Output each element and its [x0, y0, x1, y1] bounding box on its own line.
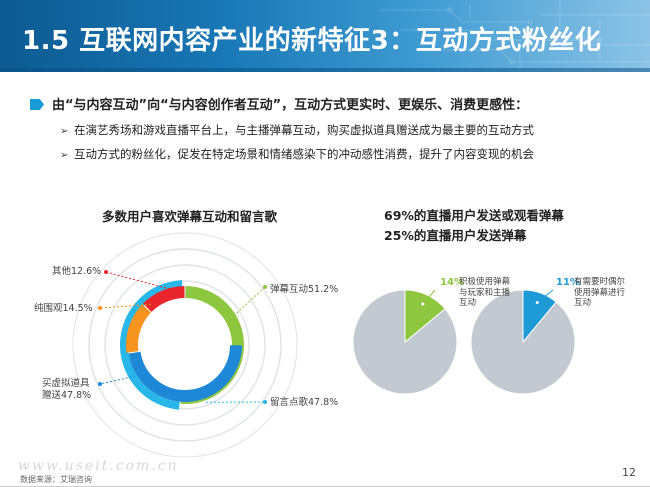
pie-chart-1-title: 69%的直播用户发送或观看弹幕	[384, 208, 564, 223]
bullet-text: 在演艺秀场和游戏直播平台上，与主播弹幕互动，购买虚拟道具赠送成为最主要的互动方式	[74, 123, 534, 137]
pie2-value-label: 11%	[556, 277, 580, 288]
pie-charts	[352, 289, 576, 395]
pie2-annotation: 有需要时偶尔 使用弹幕进行 互动	[574, 277, 626, 308]
data-source: 数据来源：艾瑞咨询	[20, 475, 92, 484]
leader-gift	[99, 373, 144, 385]
leader-gift-dot	[98, 382, 102, 386]
donut-label-watch: 纯围观14.5%	[34, 303, 93, 314]
leader-other	[105, 271, 182, 293]
pie-chart-1-leader-dot	[420, 301, 426, 307]
donut-label-gift-line2: 赠送47.8%	[42, 390, 92, 401]
donut-segment-song	[120, 280, 183, 410]
background-ring	[72, 232, 298, 458]
pie-chart-2-leader-dot	[534, 299, 540, 305]
bullet-text: 互动方式的粉丝化，促发在特定场景和情绪感染下的冲动感性消费，提升了内容变现的机会	[74, 147, 534, 161]
donut-label-other: 其他12.6%	[52, 266, 102, 277]
headline-text: 由“与内容互动”向“与内容创作者互动”，互动方式更实时、更娱乐、消费更感性：	[52, 98, 529, 113]
bullet-arrow-icon: ➢	[60, 126, 69, 137]
pie-chart-1-slice-highlight	[404, 289, 446, 344]
donut-segment-watch	[126, 304, 152, 353]
background-ring	[88, 248, 282, 442]
pie-chart-2	[470, 289, 576, 395]
bullet-list: ➢ 在演艺秀场和游戏直播平台上，与主播弹幕互动，购买虚拟道具赠送成为最主要的互动方…	[60, 119, 630, 167]
donut-leader-lines	[98, 270, 267, 404]
watermark-url: www.useit.com.cn	[18, 458, 179, 474]
leader-watch	[99, 303, 151, 309]
leader-watch-dot	[98, 306, 102, 310]
slide-title: 1.5 互联网内容产业的新特征3：互动方式粉丝化	[22, 26, 602, 56]
leader-danmu-dot	[263, 285, 267, 289]
pie-chart-1-leader	[422, 289, 436, 305]
page-number: 12	[622, 466, 636, 479]
pie-chart-2-leader	[536, 289, 554, 303]
pie1-annotation: 积极使用弹幕 与玩家和主播 互动	[459, 277, 511, 308]
title-bar: 1.5 互联网内容产业的新特征3：互动方式粉丝化	[0, 0, 650, 72]
pie-chart-2-title: 25%的直播用户发送弹幕	[384, 228, 527, 243]
donut-label-danmu: 弹幕互动51.2%	[270, 284, 339, 295]
donut-segment-gift	[128, 345, 242, 402]
headline-marker-icon	[30, 99, 44, 110]
leader-other-dot	[104, 270, 108, 274]
donut-segment-other	[143, 286, 185, 313]
pie1-value-label: 14%	[440, 277, 464, 288]
donut-label-song: 留言点歌47.8%	[270, 397, 339, 408]
donut-arcs	[120, 280, 244, 410]
pie-charts-title: 69%的直播用户发送或观看弹幕 25%的直播用户发送弹幕	[384, 206, 564, 246]
bullet-item: ➢ 互动方式的粉丝化，促发在特定场景和情绪感染下的冲动感性消费，提升了内容变现的机…	[60, 143, 630, 167]
donut-segment-danmu	[180, 286, 244, 404]
donut-background-rings	[72, 232, 298, 458]
pie-chart-1	[352, 289, 458, 395]
headline: 由“与内容互动”向“与内容创作者互动”，互动方式更实时、更娱乐、消费更感性：	[30, 94, 630, 113]
donut-chart-title: 多数用户喜欢弹幕互动和留言歌	[102, 209, 278, 224]
circuit-background-pattern	[0, 0, 650, 72]
donut-label-gift-line1: 买虚拟道具	[42, 378, 90, 389]
pie-chart-1-slice-rest	[352, 289, 458, 395]
pie-chart-2-slice-highlight	[522, 289, 557, 344]
leader-song-dot	[263, 400, 267, 404]
background-ring	[104, 264, 266, 426]
leader-danmu	[230, 286, 266, 319]
bullet-item: ➢ 在演艺秀场和游戏直播平台上，与主播弹幕互动，购买虚拟道具赠送成为最主要的互动方…	[60, 119, 630, 143]
donut-chart	[72, 232, 298, 458]
bullet-arrow-icon: ➢	[60, 150, 69, 161]
